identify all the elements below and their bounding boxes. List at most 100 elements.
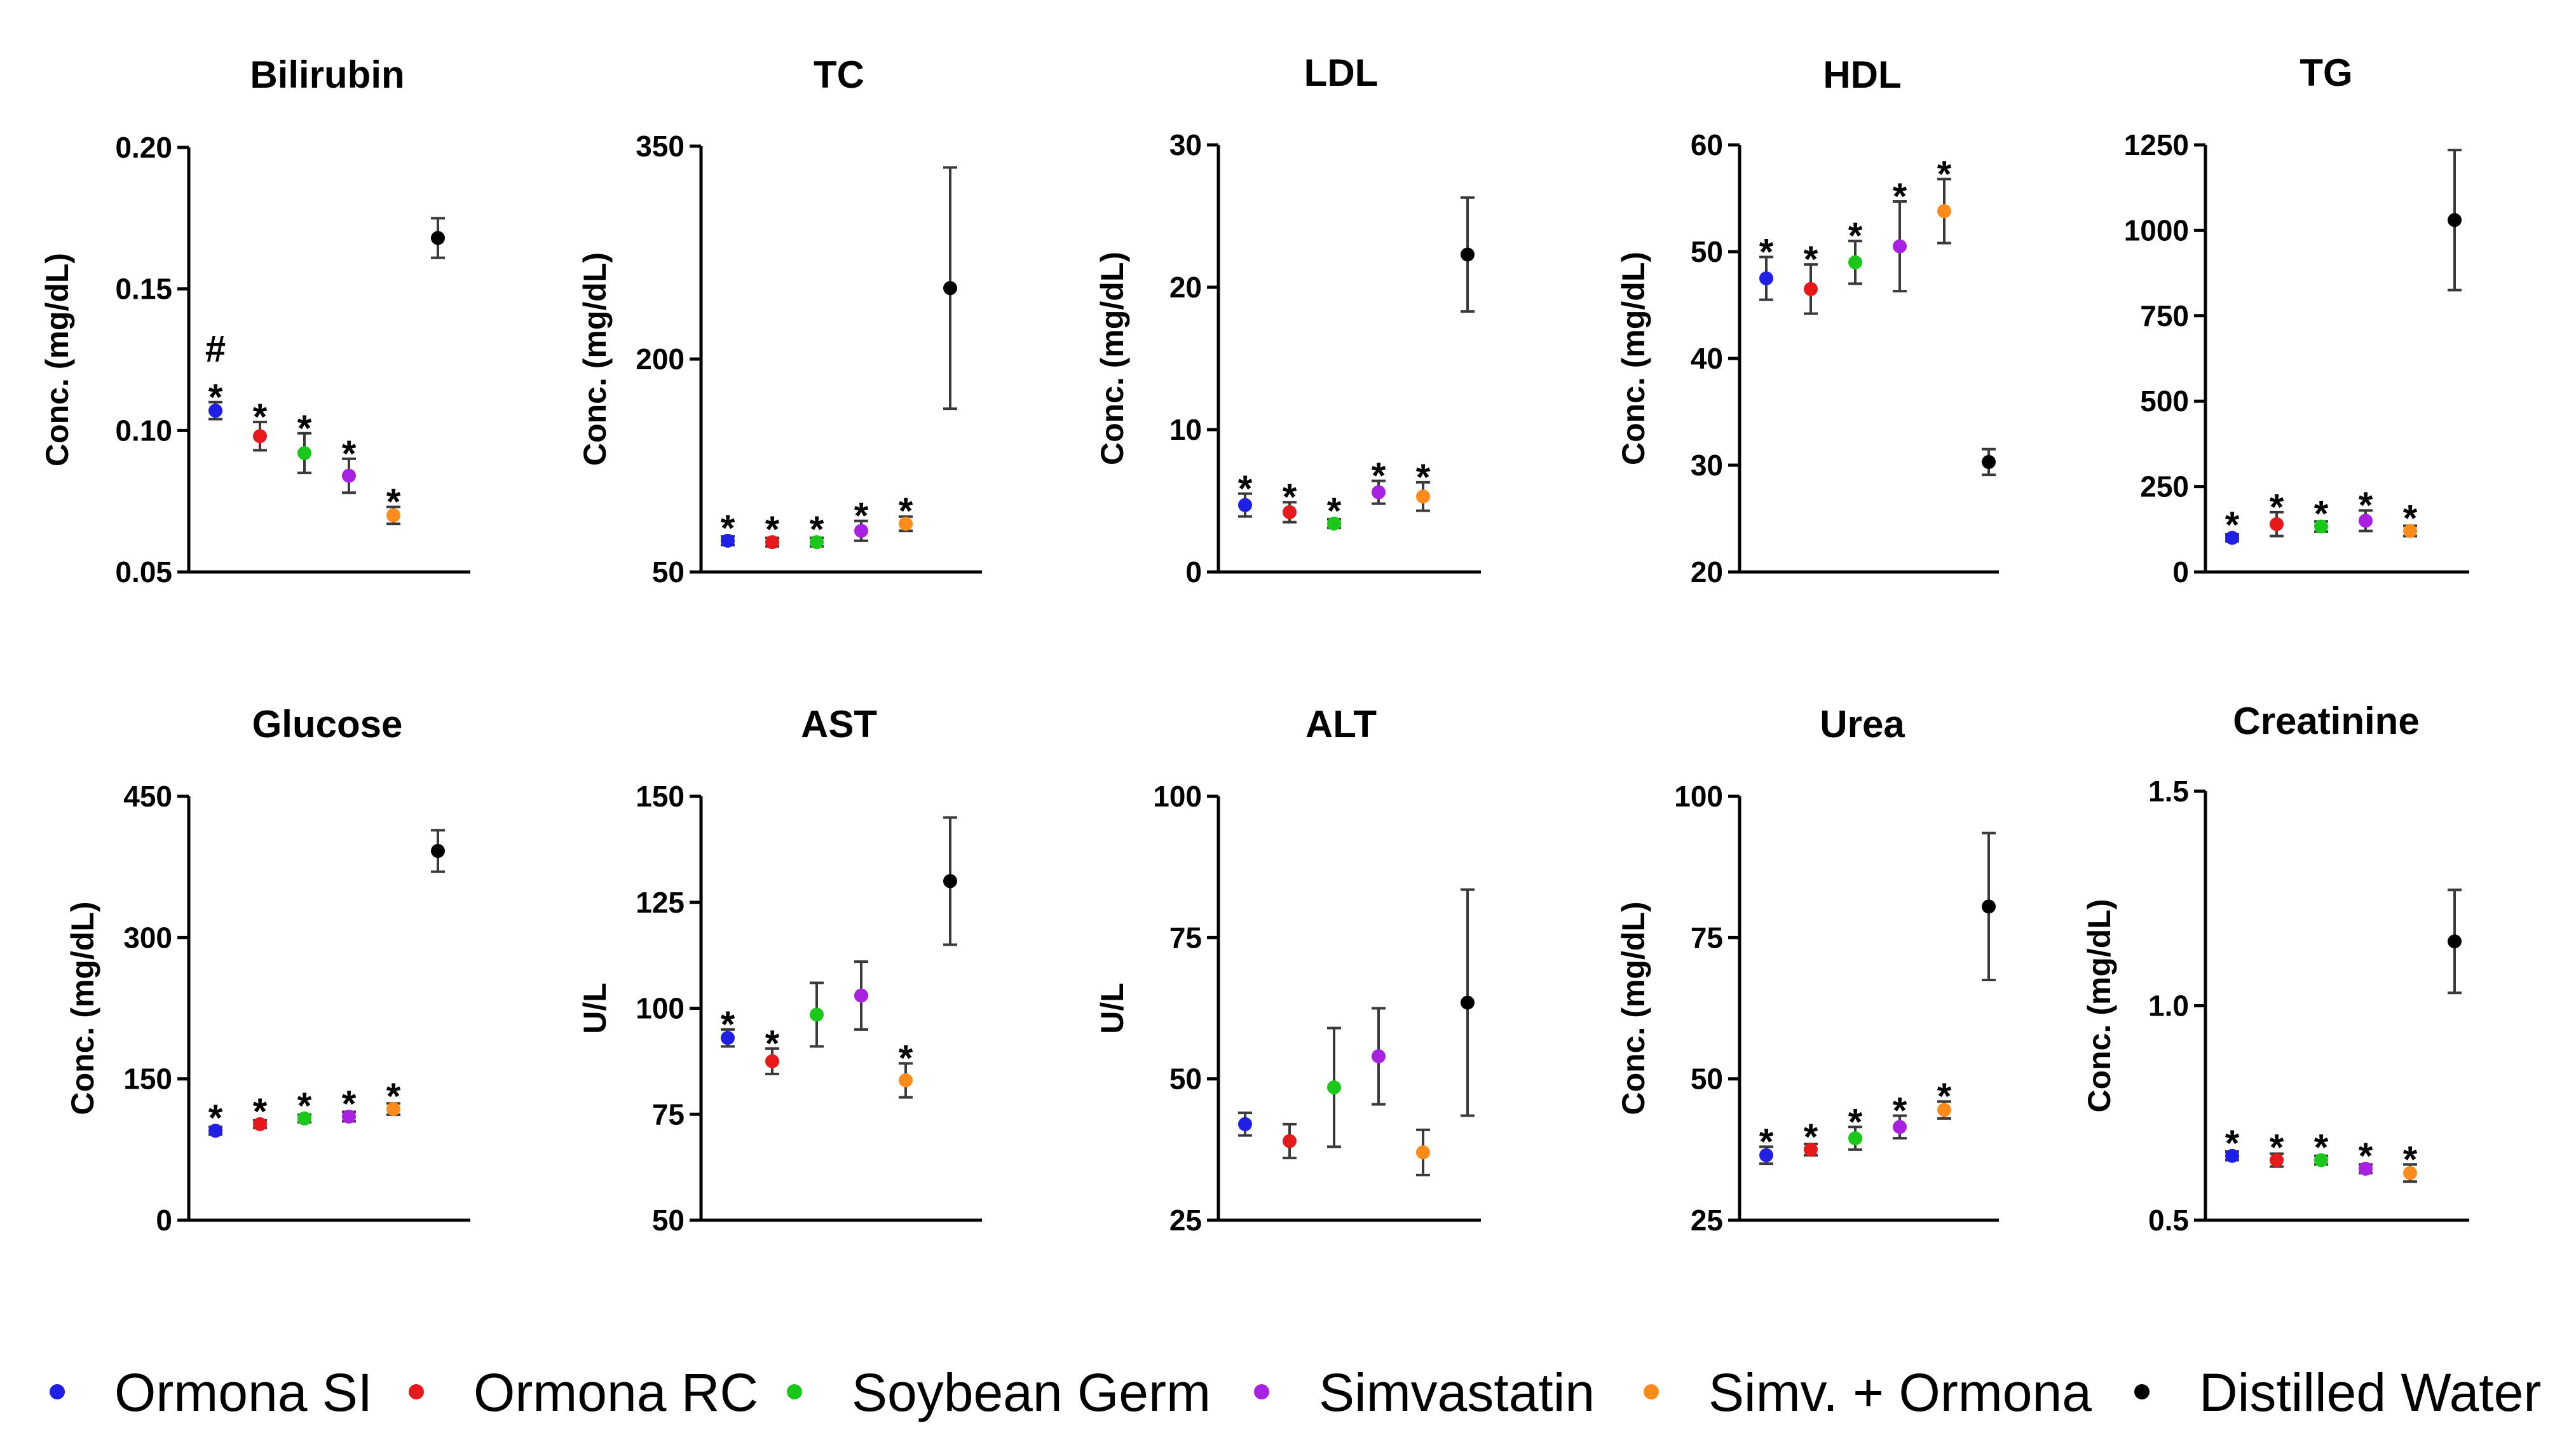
y-tick-label: 50 [652, 1204, 685, 1237]
data-point [721, 1031, 735, 1045]
significance-asterisk: * [721, 1004, 735, 1045]
significance-asterisk: * [1759, 231, 1774, 273]
data-point [431, 231, 445, 245]
data-point [1416, 489, 1430, 504]
data-point [2448, 213, 2462, 228]
data-point [1759, 271, 1773, 285]
y-tick-label: 25 [1169, 1204, 1202, 1237]
significance-asterisk: * [1759, 1121, 1774, 1162]
significance-asterisk: * [765, 1023, 780, 1065]
significance-asterisk: * [1238, 468, 1253, 510]
significance-asterisk: * [2225, 1123, 2240, 1164]
y-axis-label: Conc. (mg/dL) [1616, 901, 1651, 1115]
data-point [1982, 454, 1996, 469]
panel-title: Creatinine [2233, 700, 2419, 742]
panel-title: HDL [1823, 53, 1901, 96]
data-point [1372, 1049, 1386, 1064]
y-axis-label: Conc. (mg/dL) [65, 901, 100, 1115]
panel-title: TG [2300, 51, 2352, 94]
data-point [1982, 899, 1996, 914]
data-point [386, 508, 400, 522]
data-point [1893, 1120, 1907, 1134]
y-axis-label: Conc. (mg/dL) [39, 253, 75, 466]
legend-marker [50, 1384, 65, 1399]
data-point [1461, 247, 1475, 262]
data-point [943, 281, 957, 296]
y-tick-label: 0.5 [2148, 1204, 2189, 1237]
y-tick-label: 75 [652, 1098, 685, 1131]
panel-ast: AST 50 75 100 125 150 U/L * * * [577, 703, 982, 1237]
y-tick-label: 150 [636, 780, 685, 813]
y-tick-label: 750 [2140, 299, 2189, 332]
y-tick-label: 20 [1691, 555, 1723, 589]
data-point [1937, 1103, 1951, 1117]
y-tick-label: 250 [2140, 470, 2189, 503]
panel-alt: ALT 25 50 75 100 U/L [1094, 703, 1481, 1237]
data-point [854, 988, 868, 1003]
y-tick-label: 500 [2140, 384, 2189, 418]
significance-asterisk: * [1893, 1090, 1907, 1131]
data-point [1848, 1131, 1862, 1146]
y-axis-label: U/L [577, 983, 613, 1034]
panel-ldl: LDL 0 10 20 30 Conc. (mg/dL) * * * * * [1094, 51, 1481, 589]
legend-label: Ormona SI [114, 1363, 372, 1422]
significance-asterisk: * [1372, 456, 1386, 497]
y-tick-label: 300 [123, 921, 172, 954]
significance-asterisk: * [1804, 1117, 1818, 1158]
data-point [431, 843, 445, 858]
legend-label: Simv. + Ormona [1708, 1363, 2092, 1422]
data-point [2270, 517, 2284, 531]
data-point [721, 533, 735, 548]
data-point [1461, 995, 1475, 1010]
significance-asterisk: * [1848, 215, 1863, 257]
data-point [1238, 1117, 1252, 1131]
significance-asterisk: * [854, 496, 869, 537]
y-tick-label: 0.20 [115, 131, 172, 164]
data-point [1327, 516, 1341, 531]
y-axis-label: Conc. (mg/dL) [1094, 252, 1130, 465]
legend-marker [2134, 1384, 2150, 1399]
data-point [1283, 505, 1297, 519]
significance-asterisk: * [810, 509, 824, 550]
data-point [1804, 1142, 1818, 1157]
y-tick-label: 20 [1169, 271, 1202, 304]
y-tick-label: 125 [636, 886, 685, 919]
data-point [1283, 1134, 1297, 1148]
significance-asterisk: * [208, 377, 223, 418]
y-axis-label: Conc. (mg/dL) [2082, 899, 2117, 1112]
panel-title: ALT [1305, 703, 1377, 745]
data-point [2225, 1148, 2239, 1163]
y-tick-label: 1000 [2124, 214, 2189, 247]
significance-asterisk: * [2359, 1136, 2373, 1177]
significance-asterisk: * [899, 1038, 913, 1079]
legend-marker [409, 1384, 424, 1399]
y-tick-label: 75 [1169, 921, 1202, 954]
data-point [253, 429, 267, 444]
y-axis-label: Conc. (mg/dL) [1616, 252, 1651, 465]
y-tick-label: 50 [1691, 1063, 1723, 1096]
legend-marker [787, 1384, 802, 1399]
significance-asterisk: * [1937, 154, 1952, 195]
data-point [2314, 519, 2328, 534]
y-tick-label: 100 [636, 992, 685, 1025]
y-tick-label: 1.0 [2148, 990, 2189, 1023]
significance-asterisk: * [2403, 1139, 2418, 1180]
panel-title: TC [814, 53, 864, 96]
significance-asterisk: * [2314, 493, 2329, 534]
data-point [899, 517, 913, 531]
significance-asterisk: * [721, 508, 735, 549]
data-point [1327, 1080, 1341, 1095]
data-point [386, 1102, 400, 1117]
y-axis-label: Conc. (mg/dL) [577, 252, 613, 466]
y-tick-label: 100 [1674, 780, 1723, 813]
data-point [765, 1054, 779, 1068]
significance-asterisk: * [2225, 505, 2240, 546]
data-point [342, 468, 356, 483]
data-point [2314, 1153, 2328, 1167]
data-point [342, 1109, 356, 1124]
significance-asterisk: * [2270, 487, 2284, 528]
data-point [253, 1117, 267, 1131]
data-point [297, 446, 311, 460]
data-point [810, 1007, 824, 1022]
significance-asterisk: * [342, 433, 357, 475]
